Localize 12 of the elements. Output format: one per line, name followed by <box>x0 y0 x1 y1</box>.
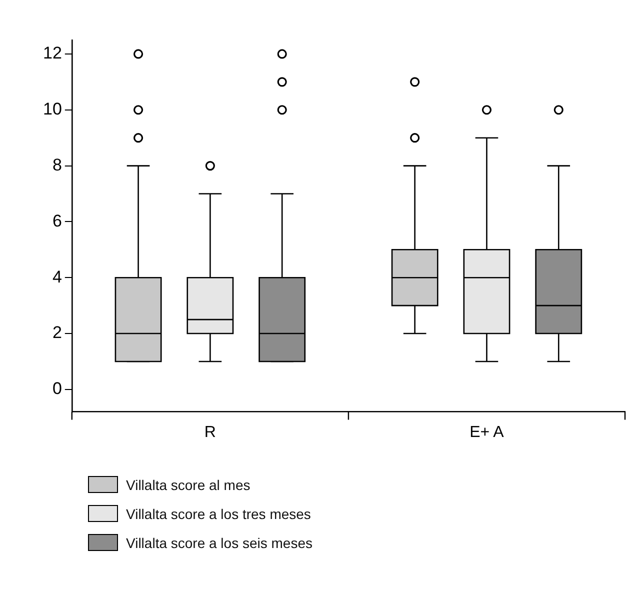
x-tick-label: R <box>204 424 216 441</box>
y-tick-label: 2 <box>52 323 62 342</box>
y-tick-label: 10 <box>42 100 62 119</box>
y-tick-label: 8 <box>52 155 62 174</box>
y-tick-label: 0 <box>52 379 62 398</box>
y-tick-label: 6 <box>52 211 62 230</box>
legend-label: Villalta score al mes <box>126 476 250 492</box>
y-tick-label: 12 <box>42 44 62 63</box>
y-tick-label: 4 <box>52 267 62 286</box>
x-tick-label: E+ A <box>470 424 504 441</box>
legend-label: Villalta score a los seis meses <box>126 534 312 550</box>
legend-label: Villalta score a los tres meses <box>126 506 311 522</box>
